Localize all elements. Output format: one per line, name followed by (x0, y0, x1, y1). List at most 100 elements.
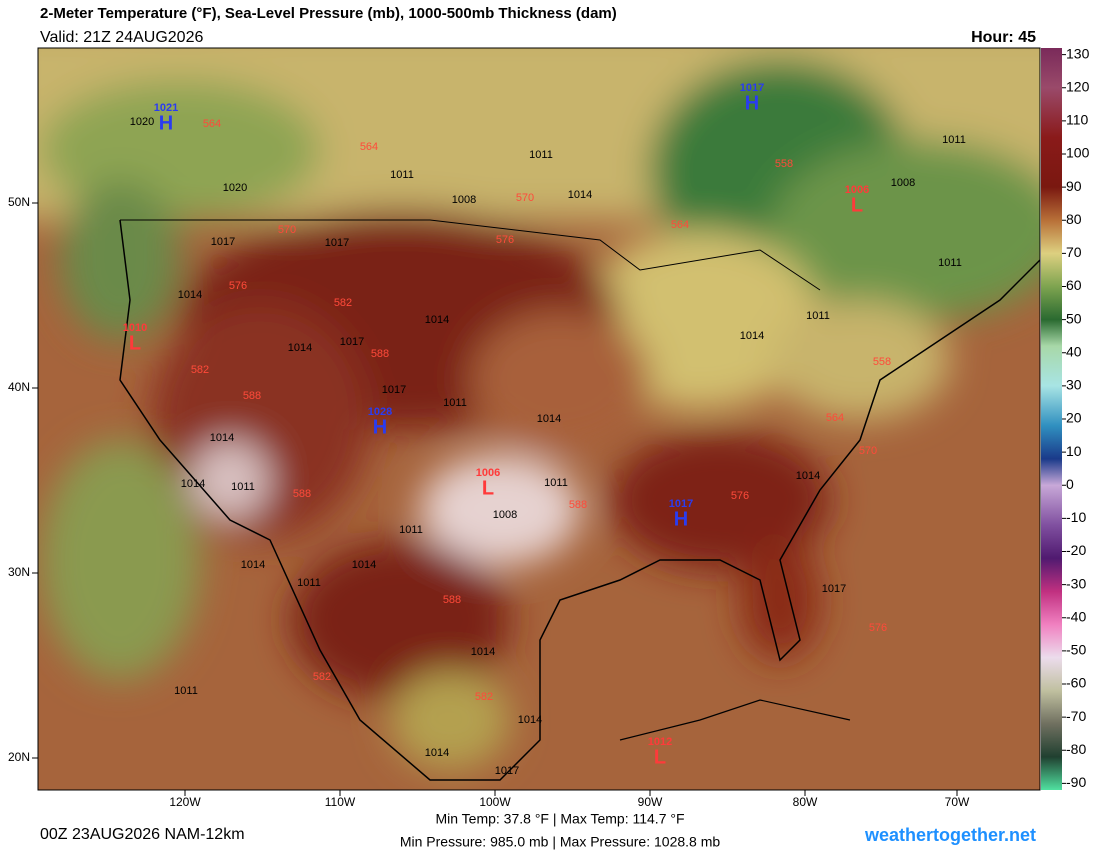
isobar-label: 1011 (390, 169, 414, 181)
isobar-label: 1011 (231, 481, 255, 493)
model-run: 00Z 23AUG2026 NAM-12km (40, 826, 245, 843)
colorbar-tick-label: -40 (1066, 608, 1086, 624)
center-letter: H (159, 112, 173, 134)
thickness-label: 558 (873, 356, 891, 368)
thickness-label: 588 (443, 594, 461, 606)
isobar-label: 1014 (518, 714, 542, 726)
thickness-label: 588 (293, 488, 311, 500)
thickness-label: 582 (191, 364, 209, 376)
thickness-label: 582 (334, 297, 352, 309)
thickness-label: 558 (775, 158, 793, 170)
center-pressure: 1017 (740, 82, 764, 94)
thickness-label: 564 (826, 412, 844, 424)
isobar-label: 1014 (241, 559, 265, 571)
center-pressure: 1021 (154, 102, 178, 114)
isobar-label: 1014 (288, 342, 312, 354)
site-credit: weathertogether.net (864, 825, 1036, 845)
colorbar-tick-label: -20 (1066, 542, 1086, 558)
colorbar (1041, 48, 1062, 790)
lon-label: 80W (793, 795, 818, 809)
lat-label: 40N (8, 380, 30, 394)
axes: 1301201101009080706050403020100-10-20-30… (8, 45, 1090, 809)
isobar-label: 1011 (297, 577, 321, 589)
thickness-label: 576 (869, 622, 887, 634)
thickness-label: 588 (371, 348, 389, 360)
thickness-label: 576 (731, 490, 749, 502)
center-pressure: 1010 (123, 322, 147, 334)
center-pressure: 1028 (368, 406, 392, 418)
isobar-label: 1020 (130, 116, 154, 128)
map-border (37, 47, 1041, 791)
thickness-label: 576 (229, 280, 247, 292)
lon-label: 90W (638, 795, 663, 809)
isobar-label: 1017 (340, 336, 364, 348)
colorbar-tick-label: 30 (1066, 377, 1082, 393)
colorbar-tick-label: 10 (1066, 443, 1082, 459)
isobar-label: 1011 (443, 397, 467, 409)
pressure-extremes: Min Pressure: 985.0 mb | Max Pressure: 1… (400, 834, 721, 850)
lon-label: 110W (325, 795, 356, 809)
isobar-label: 1011 (544, 477, 568, 489)
map: 1021H1017H1006L1010L1028H1006L1017H1012L… (38, 48, 1040, 790)
thickness-label: 570 (278, 224, 296, 236)
center-letter: L (851, 194, 863, 216)
isobar-label: 1011 (399, 524, 423, 536)
isobar-label: 1020 (223, 182, 247, 194)
colorbar-tick-label: 40 (1066, 343, 1082, 359)
colorbar-tick-label: -60 (1066, 675, 1086, 691)
lat-label: 50N (8, 195, 30, 209)
center-letter: H (674, 508, 688, 530)
isobar-label: 1011 (174, 685, 198, 697)
center-letter: L (482, 477, 494, 499)
colorbar-tick-label: -30 (1066, 575, 1086, 591)
thickness-label: 564 (203, 118, 221, 130)
isobar-label: 1017 (325, 237, 349, 249)
thickness-label: 570 (516, 192, 534, 204)
isobar-label: 1014 (796, 470, 820, 482)
colorbar-tick-label: 70 (1066, 244, 1082, 260)
isobar-label: 1017 (822, 583, 846, 595)
center-letter: H (745, 92, 759, 114)
isobar-label: 1014 (568, 189, 592, 201)
isobar-label: 1014 (740, 330, 764, 342)
colorbar-tick-label: 80 (1066, 211, 1082, 227)
isobar-label: 1011 (806, 310, 830, 322)
isobar-label: 1008 (493, 509, 517, 521)
isobar-label: 1011 (942, 134, 966, 146)
colorbar-tick-label: 120 (1066, 78, 1090, 94)
lon-label: 100W (479, 795, 511, 809)
thickness-label: 564 (360, 141, 378, 153)
isobar-label: 1011 (529, 149, 553, 161)
lon-label: 120W (169, 795, 201, 809)
center-pressure: 1006 (476, 467, 500, 479)
isobar-label: 1014 (471, 646, 495, 658)
isobar-label: 1014 (537, 413, 561, 425)
colorbar-tick-label: 0 (1066, 476, 1074, 492)
thickness-label: 582 (475, 691, 493, 703)
isobar-label: 1008 (891, 177, 915, 189)
isobar-label: 1014 (425, 314, 449, 326)
colorbar-tick-label: -10 (1066, 509, 1086, 525)
colorbar-tick-label: -90 (1066, 774, 1086, 790)
colorbar-tick-label: 20 (1066, 410, 1082, 426)
center-letter: L (654, 746, 666, 768)
thickness-label: 588 (243, 390, 261, 402)
isobar-label: 1014 (425, 747, 449, 759)
colorbar-tick-label: -70 (1066, 708, 1086, 724)
colorbar-tick-label: -50 (1066, 642, 1086, 658)
lat-label: 20N (8, 750, 30, 764)
colorbar-tick-label: 100 (1066, 145, 1090, 161)
center-letter: L (129, 332, 141, 354)
isobar-label: 1008 (452, 194, 476, 206)
center-pressure: 1006 (845, 184, 869, 196)
isobar-label: 1017 (382, 384, 406, 396)
isobar-label: 1014 (352, 559, 376, 571)
colorbar-tick-label: 50 (1066, 310, 1082, 326)
center-letter: H (373, 416, 387, 438)
colorbar-tick-label: 60 (1066, 277, 1082, 293)
colorbar-tick-label: 110 (1066, 112, 1089, 128)
valid-time: Valid: 21Z 24AUG2026 (40, 29, 203, 46)
thickness-label: 564 (671, 219, 689, 231)
isobar-label: 1011 (938, 257, 962, 269)
